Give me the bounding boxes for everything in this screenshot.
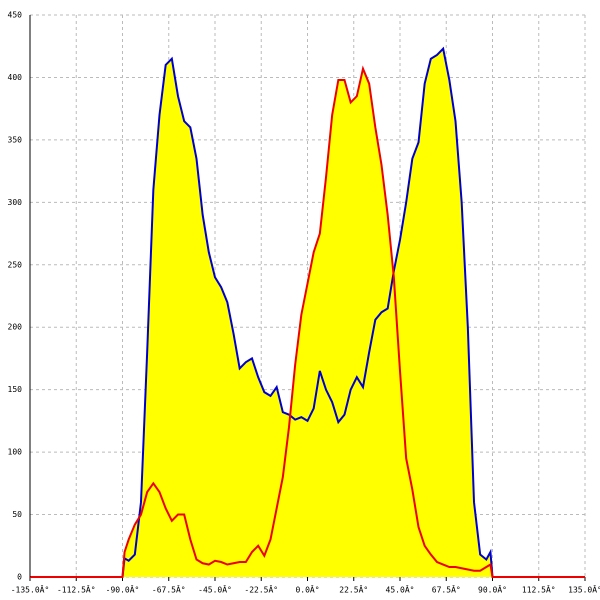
- y-tick-label: 300: [8, 198, 23, 207]
- y-tick-label: 200: [8, 323, 23, 332]
- area: [30, 48, 585, 578]
- x-tick-label: -22.5Â°: [244, 584, 278, 595]
- x-tick-label: -135.0Â°: [11, 584, 50, 595]
- y-tick-label: 400: [8, 73, 23, 82]
- x-tick-label: 90.0Â°: [478, 584, 507, 595]
- x-tick-label: 135.0Â°: [568, 584, 600, 595]
- x-tick-label: 0.0Â°: [295, 584, 319, 595]
- line: [30, 46, 585, 578]
- y-tick-label: 50: [12, 510, 22, 519]
- x-tick-label: 22.5Â°: [339, 584, 368, 595]
- x-tick-label: -90.0Â°: [106, 584, 140, 595]
- x-tick-label: -45.0Â°: [198, 584, 232, 595]
- x-tick-label: -112.5Â°: [57, 584, 96, 595]
- line: [30, 65, 585, 578]
- y-tick-label: 100: [8, 448, 23, 457]
- x-tick-label: -67.5Â°: [152, 584, 186, 595]
- x-tick-label: 112.5Â°: [522, 584, 556, 595]
- y-tick-label: 350: [8, 135, 23, 144]
- y-tick-label: 0: [17, 573, 22, 582]
- y-tick-label: 250: [8, 260, 23, 269]
- y-tick-label: 150: [8, 385, 23, 394]
- x-tick-label: 45.0Â°: [386, 584, 415, 595]
- x-tick-label: 67.5Â°: [432, 584, 461, 595]
- y-tick-label: 450: [8, 11, 23, 20]
- area: [30, 68, 585, 578]
